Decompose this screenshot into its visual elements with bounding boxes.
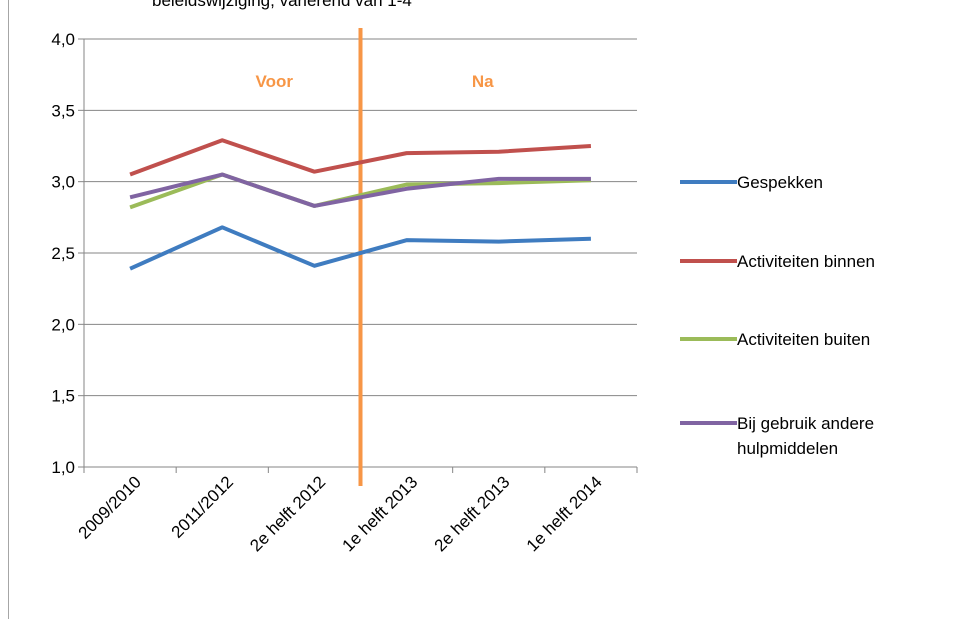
x-tick-label: 2009/2010 <box>75 472 145 542</box>
x-tick-label: 2e helft 2013 <box>431 472 514 555</box>
legend-label: Activiteiten binnen <box>737 252 875 271</box>
series-line <box>129 172 591 208</box>
x-tick-label: 1e helft 2013 <box>338 472 421 555</box>
legend-label: Gespekken <box>737 173 823 192</box>
x-tick-label: 2011/2012 <box>168 472 237 541</box>
legend-label: Activiteiten buiten <box>737 330 871 349</box>
y-tick-label: 3,5 <box>51 101 75 120</box>
x-tick-label: 1e helft 2014 <box>523 472 606 555</box>
y-tick-label: 4,0 <box>51 30 75 49</box>
y-tick-label: 2,5 <box>51 244 75 263</box>
y-tick-label: 3,0 <box>51 173 75 192</box>
chart-title: beleidswijziging, variërend van 1-4 <box>152 0 412 10</box>
x-tick-label: 2e helft 2012 <box>246 472 329 555</box>
y-tick-label: 2,0 <box>51 315 75 334</box>
series-line <box>129 138 592 177</box>
series-line <box>129 225 591 271</box>
y-tick-label: 1,5 <box>51 387 75 406</box>
annotation: Na <box>472 72 494 91</box>
legend-label: Bij gebruik andere hulpmiddelen <box>737 414 875 458</box>
y-tick-label: 1,0 <box>51 458 75 477</box>
annotation: Voor <box>256 72 294 91</box>
